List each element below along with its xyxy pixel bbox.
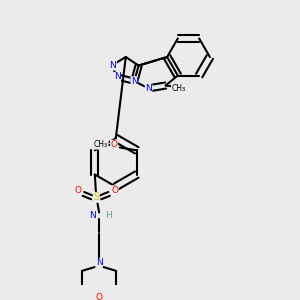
Text: O: O bbox=[110, 140, 118, 149]
Text: CH₃: CH₃ bbox=[171, 84, 186, 93]
Text: S: S bbox=[93, 192, 99, 203]
Text: N: N bbox=[89, 212, 96, 220]
Text: N: N bbox=[114, 72, 121, 81]
Text: O: O bbox=[74, 186, 81, 195]
Text: H: H bbox=[105, 212, 112, 220]
Text: CH₃: CH₃ bbox=[94, 140, 108, 149]
Text: N: N bbox=[110, 61, 116, 70]
Text: O: O bbox=[111, 186, 118, 195]
Text: N: N bbox=[145, 84, 152, 93]
Text: N: N bbox=[131, 77, 138, 86]
Text: O: O bbox=[96, 293, 103, 300]
Text: N: N bbox=[96, 258, 103, 267]
